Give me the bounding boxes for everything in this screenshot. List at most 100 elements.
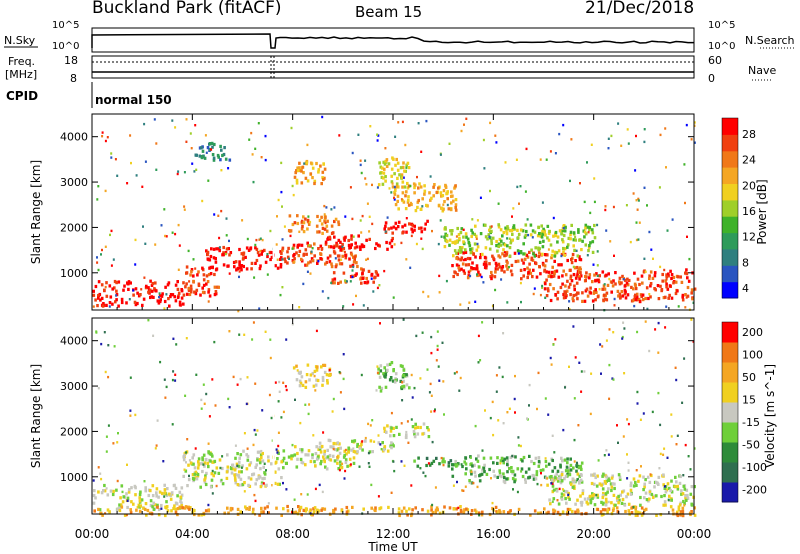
heatmap-cell xyxy=(391,231,394,235)
heatmap-cell xyxy=(176,513,179,517)
heatmap-cell xyxy=(98,292,102,297)
heatmap-cell xyxy=(524,223,528,227)
heatmap-cell xyxy=(551,458,554,463)
heatmap-cell xyxy=(463,460,466,464)
heatmap-cell xyxy=(258,267,262,271)
heatmap-cell xyxy=(632,484,636,488)
heatmap-cell xyxy=(590,372,593,375)
heatmap-cell xyxy=(217,214,220,217)
heatmap-cell xyxy=(259,237,262,240)
heatmap-cell xyxy=(226,465,230,469)
heatmap-cell xyxy=(333,281,336,285)
heatmap-cell xyxy=(277,451,280,455)
heatmap-cell xyxy=(313,179,317,183)
heatmap-cell xyxy=(130,161,132,165)
heatmap-cell xyxy=(386,424,389,428)
heatmap-cell xyxy=(336,461,339,465)
heatmap-cell xyxy=(238,456,241,460)
heatmap-cell xyxy=(213,142,216,147)
heatmap-cell xyxy=(456,257,460,261)
heatmap-cell xyxy=(327,296,330,300)
heatmap-cell xyxy=(587,249,590,253)
heatmap-cell xyxy=(367,451,370,455)
heatmap-cell xyxy=(516,228,519,232)
heatmap-cell xyxy=(580,503,583,507)
heatmap-cell xyxy=(247,476,251,480)
heatmap-cell xyxy=(194,124,197,127)
heatmap-cell xyxy=(149,279,152,283)
heatmap-cell xyxy=(528,268,531,272)
heatmap-cell xyxy=(142,225,144,228)
heatmap-cell xyxy=(224,157,228,161)
heatmap-cell xyxy=(111,492,115,497)
heatmap-cell xyxy=(324,240,328,244)
heatmap-cell xyxy=(107,375,110,379)
heatmap-cell xyxy=(579,258,583,262)
heatmap-cell xyxy=(197,460,200,464)
heatmap-cell xyxy=(352,461,356,465)
heatmap-cell xyxy=(145,284,148,288)
heatmap-cell xyxy=(112,489,115,493)
freq-tick-high: 18 xyxy=(64,54,78,67)
heatmap-cell xyxy=(344,469,347,473)
heatmap-cell xyxy=(306,143,309,147)
heatmap-cell xyxy=(670,413,673,416)
heatmap-cell xyxy=(538,265,541,269)
heatmap-cell xyxy=(350,243,353,247)
heatmap-cell xyxy=(263,476,266,480)
heatmap-cell xyxy=(638,474,642,478)
data-gap xyxy=(272,114,275,310)
heatmap-cell xyxy=(160,224,163,227)
heatmap-cell xyxy=(174,126,177,129)
heatmap-cell xyxy=(126,182,129,185)
heatmap-cell xyxy=(545,158,548,161)
heatmap-cell xyxy=(611,508,615,512)
heatmap-cell xyxy=(136,506,139,509)
heatmap-cell xyxy=(239,510,242,514)
heatmap-cell xyxy=(154,503,157,507)
heatmap-cell xyxy=(164,396,167,399)
heatmap-cell xyxy=(663,494,666,498)
heatmap-cell xyxy=(252,443,255,447)
heatmap-cell xyxy=(349,280,352,283)
heatmap-cell xyxy=(499,462,502,465)
heatmap-cell xyxy=(315,329,318,333)
heatmap-cell xyxy=(401,364,404,368)
heatmap-cell xyxy=(149,489,152,493)
heatmap-cell xyxy=(619,493,622,497)
heatmap-cell xyxy=(627,469,630,472)
heatmap-cell xyxy=(436,344,439,348)
heatmap-cell xyxy=(156,503,159,507)
heatmap-cell xyxy=(683,163,686,166)
heatmap-cell xyxy=(341,462,344,465)
heatmap-cell xyxy=(637,199,640,202)
heatmap-cell xyxy=(537,511,540,515)
heatmap-cell xyxy=(204,474,207,478)
heatmap-cell xyxy=(392,460,395,463)
heatmap-cell xyxy=(506,477,510,481)
heatmap-cell xyxy=(603,293,606,297)
heatmap-cell xyxy=(239,453,243,457)
heatmap-cell xyxy=(593,200,596,204)
heatmap-cell xyxy=(494,261,498,265)
heatmap-cell xyxy=(454,206,457,210)
heatmap-cell xyxy=(629,484,633,488)
heatmap-cell xyxy=(238,247,241,252)
heatmap-cell xyxy=(339,464,342,468)
heatmap-cell xyxy=(623,292,627,296)
heatmap-cell xyxy=(166,283,170,287)
heatmap-cell xyxy=(432,185,435,189)
heatmap-cell xyxy=(300,219,304,223)
heatmap-cell xyxy=(240,268,243,272)
heatmap-cell xyxy=(204,509,208,513)
heatmap-cell xyxy=(405,166,408,169)
heatmap-cell xyxy=(360,442,363,446)
colorbar-tick-label: 15 xyxy=(742,394,756,407)
heatmap-cell xyxy=(526,266,529,270)
heatmap-cell xyxy=(558,132,561,136)
heatmap-cell xyxy=(361,276,365,280)
heatmap-cell xyxy=(268,250,272,255)
heatmap-cell xyxy=(590,473,593,477)
heatmap-cell xyxy=(156,505,159,509)
heatmap-cell xyxy=(105,294,109,298)
